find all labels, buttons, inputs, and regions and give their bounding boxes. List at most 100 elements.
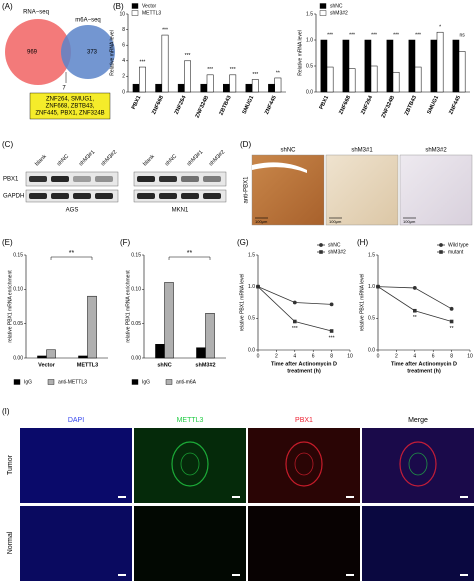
y-tick-label: 0.15 [131, 252, 141, 258]
scale-bar [346, 496, 354, 498]
x-tick-label: Vector [38, 362, 56, 368]
x-axis-label: Time after Actinomycin D [391, 361, 457, 367]
significance: * [439, 25, 441, 31]
marker [376, 284, 380, 289]
x-tick-label: ZNF668 [151, 95, 165, 116]
y-axis-label: Relative mRNA level [109, 30, 115, 76]
bar [268, 83, 275, 93]
if-image [134, 428, 246, 503]
channel-label: Merge [408, 417, 428, 424]
band [73, 176, 91, 182]
legend-label: METTL3 [142, 10, 161, 16]
x-tick-label: METTL3 [77, 362, 98, 368]
significance: *** [207, 67, 213, 73]
venn-count: 969 [27, 50, 38, 56]
ihc-image [325, 154, 399, 226]
marker [413, 308, 417, 313]
scale-label: 100μm [329, 219, 342, 224]
band [95, 193, 113, 199]
y-tick-label: 1.5 [248, 252, 255, 258]
x-tick-label: ZBTB43 [218, 95, 232, 116]
x-tick-label: 8 [450, 353, 453, 359]
y-axis-label: relative PBX1 mRNA enrichment [7, 270, 13, 343]
if-panel: DAPI METTL3 PBX1 Merge Tumor Normal [7, 417, 474, 581]
gene-list: ZNF445, PBX1, ZNF324B [35, 111, 104, 117]
y-tick-label: 1.5 [368, 252, 375, 258]
legend-swatch [131, 3, 139, 9]
band [51, 193, 69, 199]
y-tick-label: 0.00 [13, 355, 23, 361]
legend-label: shM3#2 [328, 249, 346, 255]
significance: *** [230, 67, 236, 73]
channel-label: DAPI [68, 417, 84, 424]
vessel [399, 441, 437, 487]
vessel [285, 441, 323, 487]
x-tick-label: 4 [413, 353, 416, 359]
bar [205, 313, 215, 359]
significance: *** [371, 32, 377, 38]
vessel [294, 452, 314, 476]
if-image [248, 428, 360, 503]
y-tick-label: 0.5 [306, 63, 313, 69]
panel-label: (C) [2, 140, 13, 149]
blot-strip [133, 189, 227, 203]
y-tick-label: 2 [122, 74, 125, 80]
lane-label: shNC [56, 153, 70, 167]
legend-label: shM3#2 [330, 10, 348, 16]
if-image [134, 506, 246, 581]
y-tick-label: 0.0 [368, 347, 375, 353]
scale-bar [346, 574, 354, 576]
bar [78, 355, 88, 359]
lane-label: shM3#1 [78, 149, 96, 167]
bar [46, 349, 56, 359]
y-tick-label: 0.5 [368, 316, 375, 322]
significance: *** [292, 326, 298, 332]
bar [348, 68, 356, 93]
marker [449, 306, 454, 311]
bar [342, 39, 350, 93]
x-tick-label: PBX1 [131, 95, 143, 111]
significance: *** [252, 72, 258, 78]
bar [200, 83, 208, 93]
bar [132, 83, 140, 93]
bar [414, 66, 422, 93]
significance: *** [140, 59, 146, 65]
x-tick-label: ZNF668 [338, 95, 352, 116]
bar [370, 65, 378, 93]
venn-title: RNA−seq [23, 10, 49, 16]
x-tick-label: 0 [257, 353, 260, 359]
bar [326, 66, 334, 93]
significance: *** [185, 53, 191, 59]
marker [449, 319, 454, 324]
y-tick-label: 0.5 [248, 316, 255, 322]
y-tick-label: 0.00 [131, 355, 141, 361]
band [73, 193, 91, 199]
legend-swatch [47, 379, 55, 385]
band [181, 193, 199, 199]
if-image [362, 506, 474, 581]
stain-label: anti-PBX1 [244, 176, 250, 204]
gene-list: ZNF264, SMUG1, [46, 97, 94, 103]
y-tick-label: 4 [122, 58, 125, 64]
panel-label: (H) [357, 238, 368, 247]
legend-label: Wild type [448, 242, 469, 248]
x-tick-label: 4 [293, 353, 296, 359]
cell-line: MKN1 [172, 208, 189, 214]
significance: *** [329, 335, 335, 341]
scale-bar [232, 574, 240, 576]
if-image [20, 506, 132, 581]
bar [364, 39, 372, 93]
scale-bar [460, 574, 468, 576]
tissue-gap [252, 162, 307, 173]
panel-label: (I) [2, 407, 10, 416]
x-tick-label: ZNF324B [195, 95, 211, 119]
x-tick-label: shM3#2 [195, 362, 215, 368]
protein-label: PBX1 [3, 177, 19, 183]
venn-count: 373 [87, 50, 98, 56]
venn-count: 7 [62, 86, 66, 92]
significance: *** [162, 27, 168, 33]
venn-circle [61, 25, 115, 79]
significance: *** [415, 32, 421, 38]
blot-strip [133, 171, 227, 187]
x-axis-label: treatment (h) [287, 368, 321, 374]
